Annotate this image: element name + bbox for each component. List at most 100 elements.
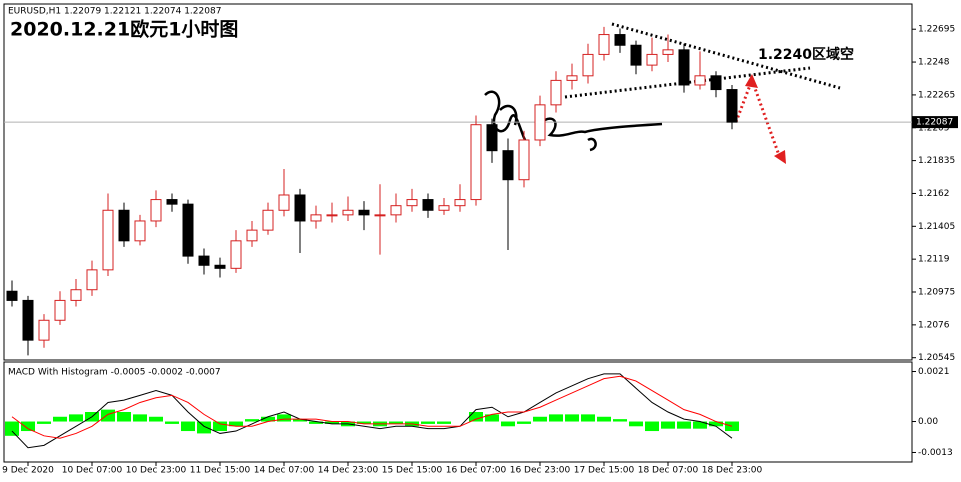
candle-body: [262, 209, 274, 231]
histogram-bar: [37, 421, 51, 424]
candle-body: [454, 199, 466, 207]
histogram-bar: [389, 421, 403, 424]
histogram-bar: [245, 419, 259, 422]
histogram-bar: [469, 412, 483, 422]
histogram-bar: [677, 421, 691, 429]
candle-body: [502, 150, 514, 181]
histogram-bar: [261, 416, 275, 422]
histogram-bar: [485, 414, 499, 422]
x-tick-label: 17 Dec 15:00: [574, 466, 635, 476]
y-tick-label: 0.0021: [918, 367, 950, 377]
candle-body: [582, 53, 594, 77]
candle-body: [38, 319, 50, 341]
candle-body: [694, 75, 706, 86]
histogram-bar: [549, 414, 563, 422]
candle-body: [326, 214, 338, 217]
histogram-bar: [533, 416, 547, 422]
x-tick-label: 10 Dec 23:00: [126, 466, 187, 476]
candle-body: [662, 49, 674, 55]
histogram-bar: [709, 421, 723, 427]
candle-body: [646, 53, 658, 66]
x-tick-label: 18 Dec 23:00: [702, 466, 763, 476]
histogram-bar: [149, 416, 163, 422]
main-panel: [3, 3, 913, 361]
candle-body: [486, 124, 498, 152]
histogram-bar: [293, 419, 307, 422]
x-tick-label: 15 Dec 15:00: [382, 466, 443, 476]
candle-body: [22, 299, 34, 341]
annotations: [484, 22, 841, 164]
y-tick-label: 1.22695: [918, 25, 955, 35]
candle-body: [710, 75, 722, 91]
histogram-bar: [517, 421, 531, 424]
arrow-head: [774, 150, 786, 164]
candle-body: [534, 104, 546, 141]
candle-body: [230, 240, 242, 269]
candle-body: [518, 139, 530, 181]
histogram-bar: [5, 421, 19, 436]
candle-body: [166, 199, 178, 205]
y-tick-label: 1.22265: [918, 90, 955, 100]
candle-body: [630, 44, 642, 66]
candle-body: [614, 34, 626, 46]
y-tick-label: 1.2076: [918, 320, 950, 330]
histogram-bar: [437, 421, 451, 424]
histogram-bar: [277, 414, 291, 422]
histogram-bar: [325, 421, 339, 424]
candle-body: [294, 194, 306, 222]
histogram-bar: [69, 414, 83, 422]
y-tick-label: 1.2162: [918, 189, 950, 199]
histogram-bar: [53, 416, 67, 422]
histogram-bar: [629, 421, 643, 427]
candle-body: [70, 289, 82, 301]
candle-body: [214, 264, 226, 269]
x-tick-label: 11 Dec 15:00: [190, 466, 251, 476]
candle-body: [278, 194, 290, 211]
x-tick-label: 18 Dec 07:00: [638, 466, 699, 476]
histogram-bar: [501, 421, 515, 427]
annotation: 1.2240区域空: [758, 46, 854, 63]
histogram-bar: [197, 421, 211, 434]
candle-body: [438, 205, 450, 211]
candle-body: [422, 199, 434, 211]
candle-body: [246, 229, 258, 242]
y-tick-label: 1.21405: [918, 222, 955, 232]
histogram-bar: [565, 414, 579, 422]
candle-body: [678, 49, 690, 86]
candle-body: [566, 75, 578, 81]
histogram-bar: [645, 421, 659, 432]
y-tick-label: 1.2119: [918, 255, 950, 265]
candle-body: [54, 299, 66, 321]
y-tick-label: 1.21835: [918, 156, 955, 166]
chart-title: 2020.12.21欧元1小时图: [10, 18, 238, 41]
signature: [484, 90, 663, 152]
candle-body: [6, 290, 18, 301]
candle-body: [342, 209, 354, 216]
candle-body: [198, 255, 210, 266]
histogram-bar: [693, 421, 707, 429]
histogram-bar: [597, 416, 611, 422]
candle-body: [182, 203, 194, 257]
arrow-path: [734, 75, 782, 159]
macd-panel: [3, 361, 913, 463]
histogram-bar: [213, 421, 227, 432]
macd-title: MACD With Histogram -0.0005 -0.0002 -0.0…: [8, 368, 221, 378]
x-tick-label: 16 Dec 07:00: [446, 466, 507, 476]
macd-line: [11, 373, 733, 449]
arrow-head: [745, 74, 758, 88]
x-tick-label: 14 Dec 07:00: [254, 466, 315, 476]
y-tick-label: 0.00: [918, 417, 938, 427]
y-tick-label: 1.2205: [918, 123, 950, 133]
histogram-bar: [117, 412, 131, 422]
current-price-label: 1.22087: [916, 118, 953, 128]
histogram-bar: [581, 414, 595, 422]
y-tick-label: 1.2248: [918, 58, 950, 68]
histogram-bar: [21, 421, 35, 432]
x-tick-label: 10 Dec 07:00: [62, 466, 123, 476]
histogram-bar: [229, 421, 243, 427]
histogram-bar: [133, 414, 147, 422]
candle-body: [470, 124, 482, 201]
histogram-bar: [661, 421, 675, 429]
y-tick-label: -0.0013: [918, 448, 953, 458]
